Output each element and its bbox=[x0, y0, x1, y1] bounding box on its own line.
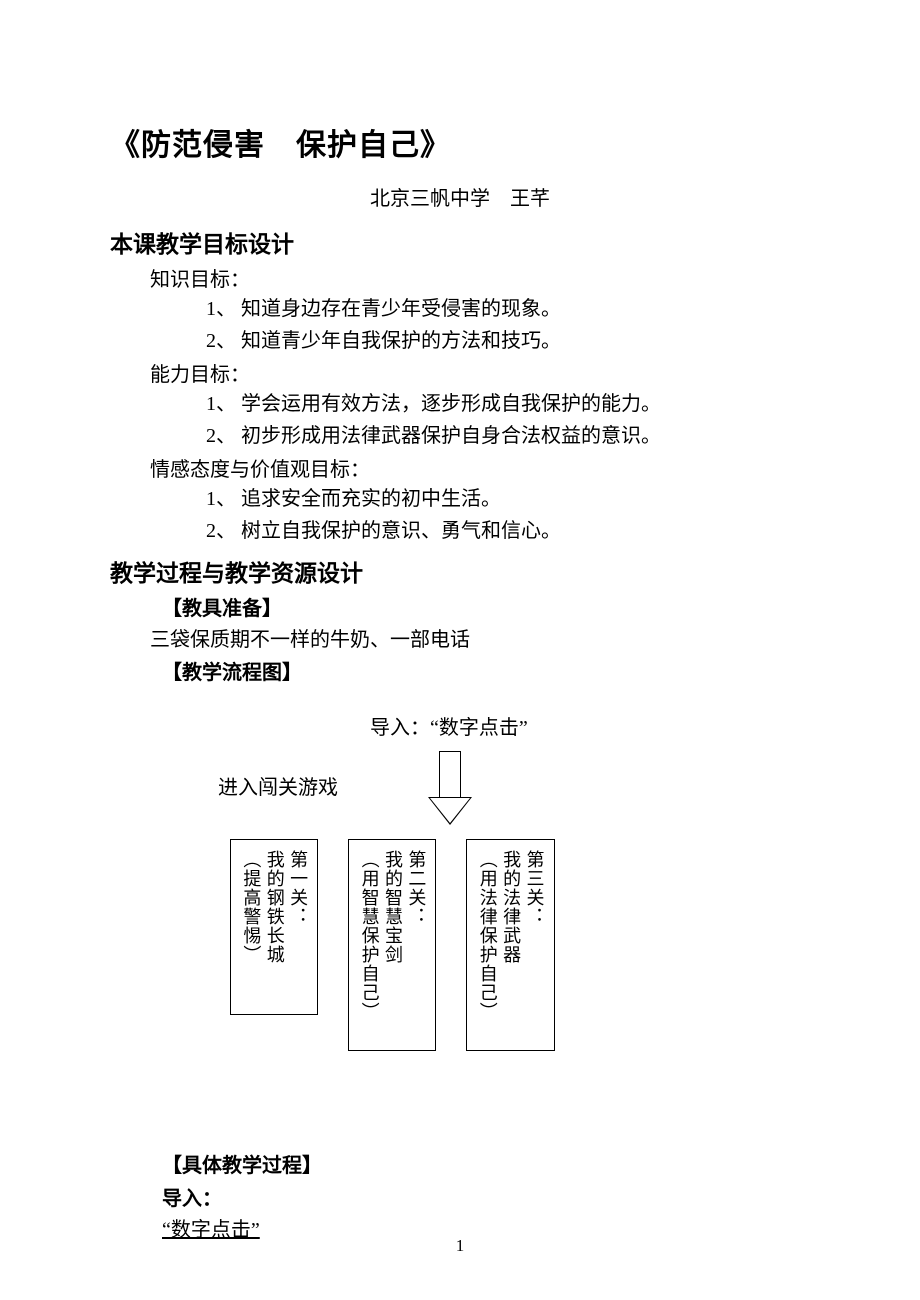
box-col: 我的法律武器 bbox=[499, 850, 522, 1040]
page-number: 1 bbox=[0, 1236, 920, 1256]
box-col: 我的智慧宝剑 bbox=[381, 850, 404, 1040]
flow-top-label: 导入：“数字点击” bbox=[370, 711, 528, 740]
ability-label: 能力目标： bbox=[150, 358, 810, 387]
box-col: 第一关： bbox=[286, 850, 309, 1004]
knowledge-item: 1、 知道身边存在青少年受侵害的现象。 bbox=[206, 294, 810, 324]
attitude-item: 2、 树立自我保护的意识、勇气和信心。 bbox=[206, 516, 810, 546]
box-col: （用智慧保护自己） bbox=[357, 850, 380, 1040]
flow-box-2: （用智慧保护自己） 我的智慧宝剑 第二关： bbox=[348, 839, 436, 1051]
flow-heading: 【教学流程图】 bbox=[162, 656, 810, 685]
intro-label: 导入： bbox=[162, 1182, 810, 1211]
flow-box-3: （用法律保护自己） 我的法律武器 第三关： bbox=[466, 839, 554, 1051]
attitude-label: 情感态度与价值观目标： bbox=[150, 453, 810, 482]
knowledge-item: 2、 知道青少年自我保护的方法和技巧。 bbox=[206, 326, 810, 356]
down-arrow-icon bbox=[430, 751, 470, 827]
box-col: 我的钢铁长城 bbox=[262, 850, 285, 1004]
box-col: （用法律保护自己） bbox=[475, 850, 498, 1040]
ability-item: 2、 初步形成用法律武器保护自身合法权益的意识。 bbox=[206, 421, 810, 451]
flow-box-1: （提高警惕） 我的钢铁长城 第一关： bbox=[230, 839, 318, 1015]
flowchart: 导入：“数字点击” 进入闯关游戏 （提高警惕） 我的钢铁长城 第一关： （用智慧… bbox=[110, 705, 810, 1105]
tools-heading: 【教具准备】 bbox=[162, 592, 810, 621]
goals-heading: 本课教学目标设计 bbox=[110, 225, 810, 259]
process-heading: 教学过程与教学资源设计 bbox=[110, 554, 810, 588]
tools-text: 三袋保质期不一样的牛奶、一部电话 bbox=[150, 623, 810, 652]
box-col: 第二关： bbox=[404, 850, 427, 1040]
flow-boxes: （提高警惕） 我的钢铁长城 第一关： （用智慧保护自己） 我的智慧宝剑 第二关：… bbox=[230, 839, 555, 1051]
flow-side-label: 进入闯关游戏 bbox=[218, 771, 338, 800]
detail-heading: 【具体教学过程】 bbox=[162, 1149, 810, 1178]
knowledge-label: 知识目标： bbox=[150, 263, 810, 292]
box-col: （提高警惕） bbox=[239, 850, 262, 1004]
attitude-item: 1、 追求安全而充实的初中生活。 bbox=[206, 484, 810, 514]
box-col: 第三关： bbox=[522, 850, 545, 1040]
ability-item: 1、 学会运用有效方法，逐步形成自我保护的能力。 bbox=[206, 389, 810, 419]
author-line: 北京三帆中学 王芊 bbox=[110, 182, 810, 211]
document-title: 《防范侵害 保护自己》 bbox=[110, 120, 810, 164]
